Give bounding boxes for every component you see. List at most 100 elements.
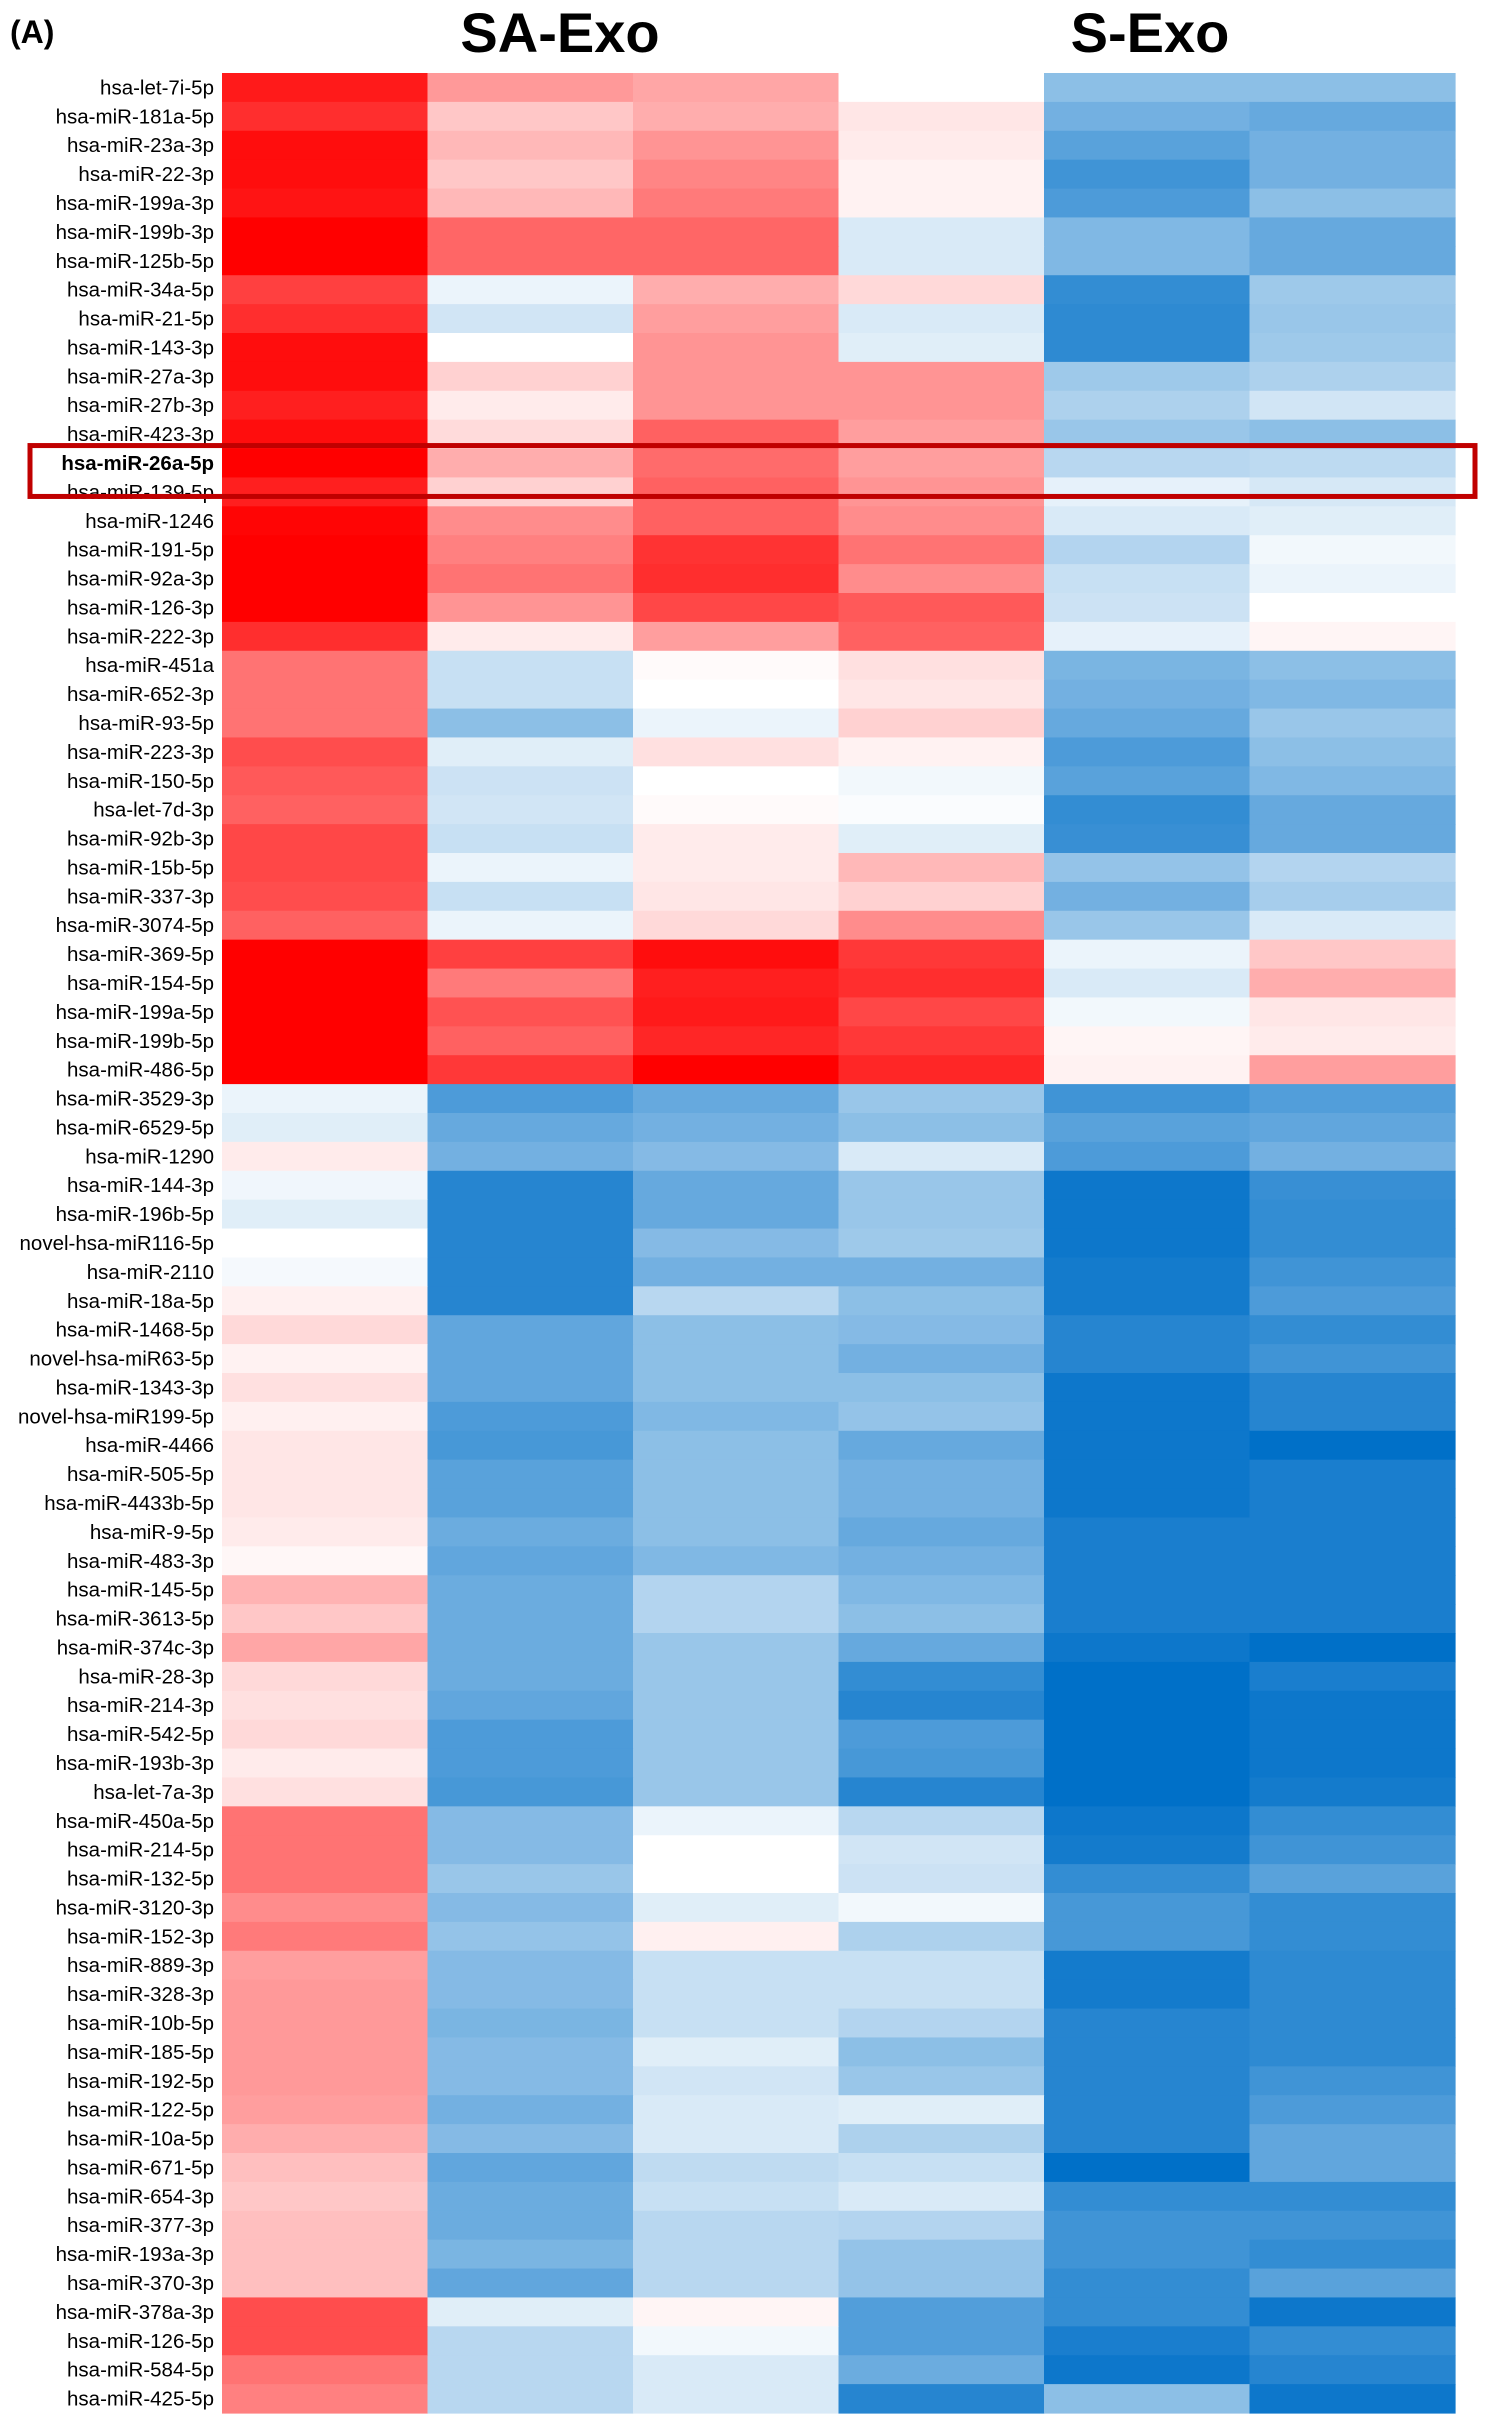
heatmap-cell [633,1199,840,1230]
heatmap-cell [222,1170,429,1201]
heatmap-cell [633,1719,840,1750]
heatmap-cell [1044,1199,1251,1230]
heatmap-cell [1249,361,1456,392]
heatmap-cell [633,1661,840,1692]
heatmap-cell [222,477,429,507]
heatmap-cell [1044,1835,1251,1865]
heatmap-cell [1044,1228,1251,1259]
heatmap-cell [1044,304,1251,334]
heatmap-cell [838,2210,1045,2241]
heatmap-cell [1044,2326,1251,2356]
heatmap-cell [222,101,429,132]
heatmap-cell [1249,1026,1456,1056]
heatmap-cell [633,188,840,219]
row-label: hsa-miR-23a-3p [67,134,214,157]
row-label: hsa-miR-144-3p [67,1174,214,1197]
row-label: hsa-miR-22-3p [78,163,214,186]
heatmap-cell [427,1893,634,1923]
heatmap-cell [222,2124,429,2154]
heatmap-cell [1249,1690,1456,1721]
row-label: hsa-miR-21-5p [78,308,214,331]
heatmap-cell [1044,1141,1251,1172]
heatmap-cell [427,910,634,941]
heatmap-cell [222,679,429,710]
heatmap-cell [633,2355,840,2385]
heatmap-cell [838,1286,1045,1316]
heatmap-cell [222,1777,429,1807]
row-label: hsa-miR-139-5p [67,481,214,504]
heatmap-cell [1249,188,1456,219]
heatmap-cell [838,1026,1045,1056]
heatmap-cell [1249,1170,1456,1201]
heatmap-cell [633,1257,840,1287]
heatmap-cell [427,708,634,739]
heatmap-cell [838,535,1045,565]
heatmap-cell [1044,477,1251,507]
heatmap-cell [1249,881,1456,912]
heatmap-cell [1249,737,1456,767]
heatmap-cell [633,448,840,479]
group-label-sa-exo: SA-Exo [460,1,660,64]
heatmap-cell [1249,1199,1456,1230]
heatmap-cell [633,1950,840,1981]
heatmap-cell [1044,448,1251,479]
heatmap-cell [222,2210,429,2241]
heatmap-cell [633,1488,840,1519]
heatmap-cell [1249,1719,1456,1750]
heatmap-cell [222,1488,429,1519]
heatmap-cell [222,2066,429,2096]
heatmap-cell [1249,1344,1456,1374]
heatmap-cell [427,997,634,1027]
heatmap-cell [838,1748,1045,1779]
row-label: hsa-miR-378a-3p [56,2301,214,2324]
heatmap-cell [1044,1777,1251,1807]
heatmap-cell [633,1084,840,1114]
heatmap-cell [1044,1488,1251,1519]
heatmap-cell [1249,2326,1456,2356]
heatmap-cell [222,275,429,305]
heatmap-cell [1249,593,1456,623]
heatmap-cell [222,361,429,392]
heatmap-cell [222,506,429,536]
heatmap-cell [838,1141,1045,1172]
heatmap-cell [633,2066,840,2096]
heatmap-cell [222,910,429,941]
heatmap-cell [1044,2355,1251,2385]
heatmap-cell [838,650,1045,681]
heatmap-cell [1044,1575,1251,1605]
heatmap-cell [633,2153,840,2183]
heatmap-cell [633,766,840,796]
heatmap-cell [633,1401,840,1432]
row-label: hsa-miR-654-3p [67,2185,214,2208]
heatmap-cell [1249,1286,1456,1316]
heatmap-cell [1249,1459,1456,1490]
heatmap-cell [222,795,429,825]
heatmap-cell [427,333,634,363]
heatmap-cell [633,564,840,594]
heatmap-cell [838,1488,1045,1519]
heatmap-cell [427,1401,634,1432]
heatmap-cell [427,506,634,536]
heatmap-cell [427,2124,634,2154]
heatmap-cell [427,1979,634,2010]
heatmap-cell [1044,2239,1251,2270]
heatmap-cell [222,939,429,970]
row-label: hsa-miR-125b-5p [56,250,214,273]
heatmap-cell [633,679,840,710]
heatmap-cell [633,1141,840,1172]
heatmap-cell [633,1835,840,1865]
heatmap-cell [633,824,840,854]
heatmap-cell [1044,1950,1251,1981]
heatmap-cell [838,390,1045,421]
heatmap-cell [222,1835,429,1865]
heatmap-cell [1249,217,1456,247]
heatmap-cell [222,1979,429,2010]
heatmap-cell [222,2153,429,2183]
row-label: hsa-miR-27b-3p [67,394,214,417]
heatmap-cell [633,737,840,767]
heatmap-cell [1249,2124,1456,2154]
row-label: hsa-miR-150-5p [67,770,214,793]
heatmap-cell [633,2326,840,2356]
row-label: hsa-miR-505-5p [67,1463,214,1486]
heatmap-cell [838,1921,1045,1952]
